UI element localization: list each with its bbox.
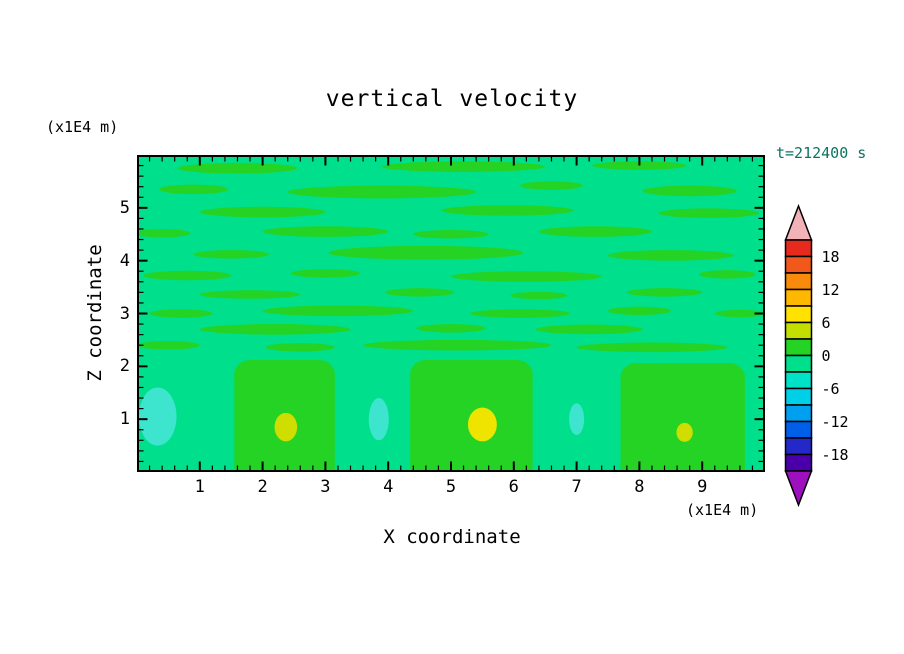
colorbar: 18 12 6 0 -6 -12 -18 — [784, 204, 849, 508]
z-axis-title: Z coordinate — [84, 244, 106, 382]
colorbar-label: -6 — [822, 380, 840, 398]
colorbar-label: -12 — [822, 413, 849, 431]
colorbar-label: -18 — [822, 446, 849, 464]
x-tick-label: 4 — [383, 477, 394, 497]
x-tick-label: 5 — [445, 477, 457, 497]
z-axis-unit-label: (x1E4 m) — [46, 118, 119, 136]
colorbar-label: 18 — [822, 248, 840, 266]
z-tick-label: 5 — [119, 197, 130, 218]
timestamp-label: t=212400 s — [776, 144, 867, 162]
chart-title: vertical velocity — [325, 86, 579, 112]
x-tick-label: 8 — [634, 477, 645, 497]
x-tick-label: 6 — [508, 477, 519, 497]
colorbar-label: 0 — [822, 347, 831, 365]
colorbar-label: 6 — [822, 314, 831, 332]
x-tick-label: 7 — [571, 477, 582, 497]
colorbar-label: 12 — [822, 281, 840, 299]
x-axis-title: X coordinate — [383, 526, 521, 548]
x-tick-label: 1 — [194, 477, 205, 497]
z-tick-label: 1 — [119, 409, 130, 430]
x-axis-unit-label: (x1E4 m) — [686, 501, 759, 519]
contour-plot — [137, 155, 765, 472]
x-tick-label: 3 — [320, 477, 331, 497]
x-tick-label: 2 — [257, 477, 268, 497]
x-tick-label: 9 — [697, 477, 708, 497]
